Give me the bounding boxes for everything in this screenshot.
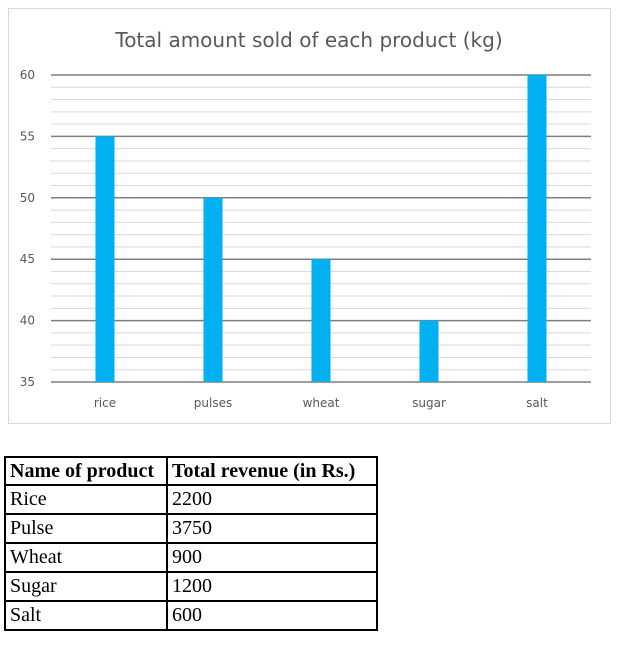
table-row: Pulse 3750 [4, 513, 378, 544]
y-tick-label: 40 [20, 314, 35, 328]
cell-product: Pulse [4, 513, 168, 544]
cell-product: Wheat [4, 542, 168, 573]
table-row: Rice 2200 [4, 484, 378, 515]
y-tick-label: 35 [20, 375, 35, 389]
bar-rice [95, 136, 115, 382]
revenue-table: Name of product Total revenue (in Rs.) R… [4, 456, 378, 631]
cell-product: Rice [4, 484, 168, 515]
bars [95, 75, 547, 382]
x-tick-label: pulses [194, 396, 232, 410]
x-axis-labels: rice pulses wheat sugar salt [94, 396, 548, 410]
cell-revenue: 2200 [166, 484, 378, 515]
y-tick-label: 45 [20, 252, 35, 266]
gridlines [51, 74, 591, 383]
x-tick-label: salt [526, 396, 548, 410]
y-tick-label: 60 [20, 68, 35, 82]
x-tick-label: sugar [412, 396, 446, 410]
cell-product: Sugar [4, 571, 168, 602]
table-row: Wheat 900 [4, 542, 378, 573]
y-tick-label: 50 [20, 191, 35, 205]
x-tick-label: wheat [303, 396, 340, 410]
bar-pulses [203, 197, 223, 382]
bar-chart: Total amount sold of each product (kg) 3… [20, 28, 591, 410]
header-total-revenue: Total revenue (in Rs.) [166, 456, 378, 486]
cell-revenue: 1200 [166, 571, 378, 602]
table-row: Sugar 1200 [4, 571, 378, 602]
y-axis-ticks: 35 40 45 50 55 60 [20, 68, 35, 389]
bar-salt [527, 75, 547, 382]
table-row: Salt 600 [4, 600, 378, 631]
y-tick-label: 55 [20, 129, 35, 143]
chart-title: Total amount sold of each product (kg) [114, 28, 502, 52]
cell-revenue: 3750 [166, 513, 378, 544]
cell-revenue: 900 [166, 542, 378, 573]
chart-container: Total amount sold of each product (kg) 3… [8, 8, 611, 424]
table-header-row: Name of product Total revenue (in Rs.) [4, 456, 378, 486]
cell-revenue: 600 [166, 600, 378, 631]
header-name-of-product: Name of product [4, 456, 168, 486]
bar-sugar [419, 320, 439, 382]
cell-product: Salt [4, 600, 168, 631]
bar-wheat [311, 259, 331, 382]
x-tick-label: rice [94, 396, 116, 410]
